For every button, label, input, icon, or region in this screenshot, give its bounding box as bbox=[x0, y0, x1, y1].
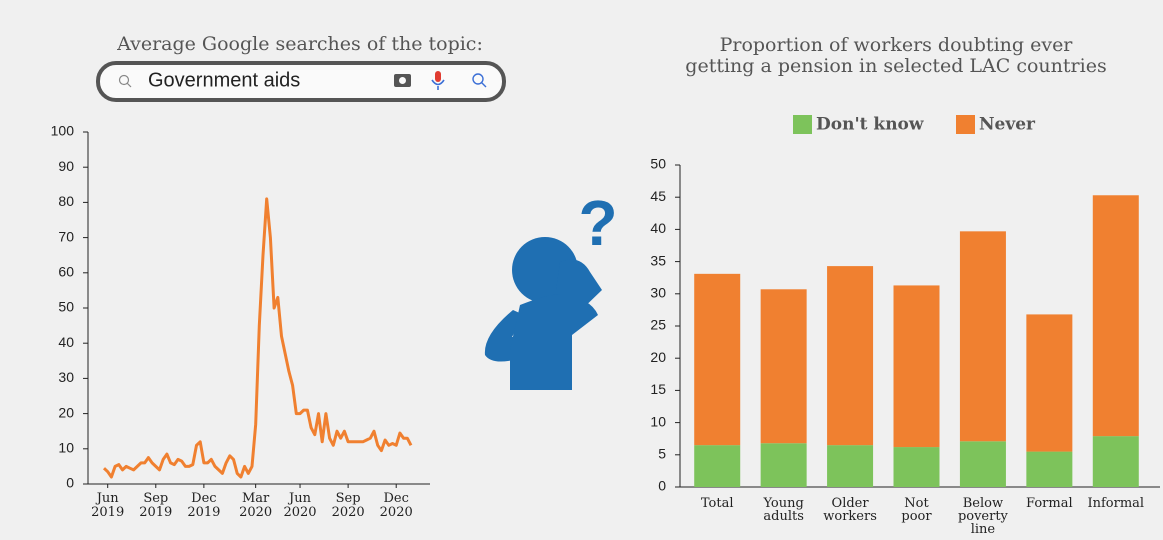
y-tick-label: 5 bbox=[658, 446, 666, 462]
y-tick-label: 100 bbox=[51, 123, 75, 139]
y-tick-label: 70 bbox=[58, 228, 74, 244]
bar-segment bbox=[960, 441, 1006, 487]
y-tick-label: 50 bbox=[650, 156, 666, 172]
y-tick-label: 40 bbox=[58, 334, 74, 350]
bar-segment bbox=[1026, 314, 1072, 451]
y-tick-label: 25 bbox=[650, 317, 666, 333]
bar-segment bbox=[1093, 436, 1139, 487]
bar-segment bbox=[694, 445, 740, 487]
y-tick-label: 0 bbox=[658, 478, 666, 494]
legend-swatch bbox=[793, 115, 812, 134]
bar-segment bbox=[827, 266, 873, 445]
legend-swatch bbox=[956, 115, 975, 134]
bar-segment bbox=[894, 285, 940, 447]
bar-segment bbox=[894, 447, 940, 487]
y-tick-label: 20 bbox=[58, 404, 74, 420]
bar-segment bbox=[1026, 452, 1072, 487]
svg-text:?: ? bbox=[578, 187, 617, 259]
y-tick-label: 80 bbox=[58, 193, 74, 209]
y-tick-label: 35 bbox=[650, 252, 666, 268]
x-tick-label: Total bbox=[701, 496, 734, 511]
bar-segment bbox=[761, 443, 807, 487]
bar-segment bbox=[827, 445, 873, 487]
search-query: Government aids bbox=[148, 69, 300, 91]
y-tick-label: 0 bbox=[66, 475, 74, 491]
bar-segment bbox=[960, 231, 1006, 441]
y-tick-label: 60 bbox=[58, 264, 74, 280]
legend-label: Don't know bbox=[816, 115, 924, 135]
y-tick-label: 50 bbox=[58, 299, 74, 315]
y-tick-label: 10 bbox=[58, 440, 74, 456]
y-tick-label: 15 bbox=[650, 381, 666, 397]
x-tick-label: Formal bbox=[1026, 496, 1073, 511]
bar-segment bbox=[761, 289, 807, 443]
bar-segment bbox=[1093, 195, 1139, 436]
y-tick-label: 30 bbox=[650, 285, 666, 301]
y-tick-label: 20 bbox=[650, 349, 666, 365]
y-tick-label: 10 bbox=[650, 413, 666, 429]
y-tick-label: 40 bbox=[650, 220, 666, 236]
y-tick-label: 90 bbox=[58, 158, 74, 174]
y-tick-label: 30 bbox=[58, 369, 74, 385]
legend-label: Never bbox=[979, 115, 1036, 135]
bar-segment bbox=[694, 274, 740, 445]
y-tick-label: 45 bbox=[650, 188, 666, 204]
left-title: Average Google searches of the topic: bbox=[116, 33, 483, 55]
x-tick-label: Informal bbox=[1087, 496, 1144, 511]
page: Average Google searches of the topic: Go… bbox=[0, 0, 1163, 540]
